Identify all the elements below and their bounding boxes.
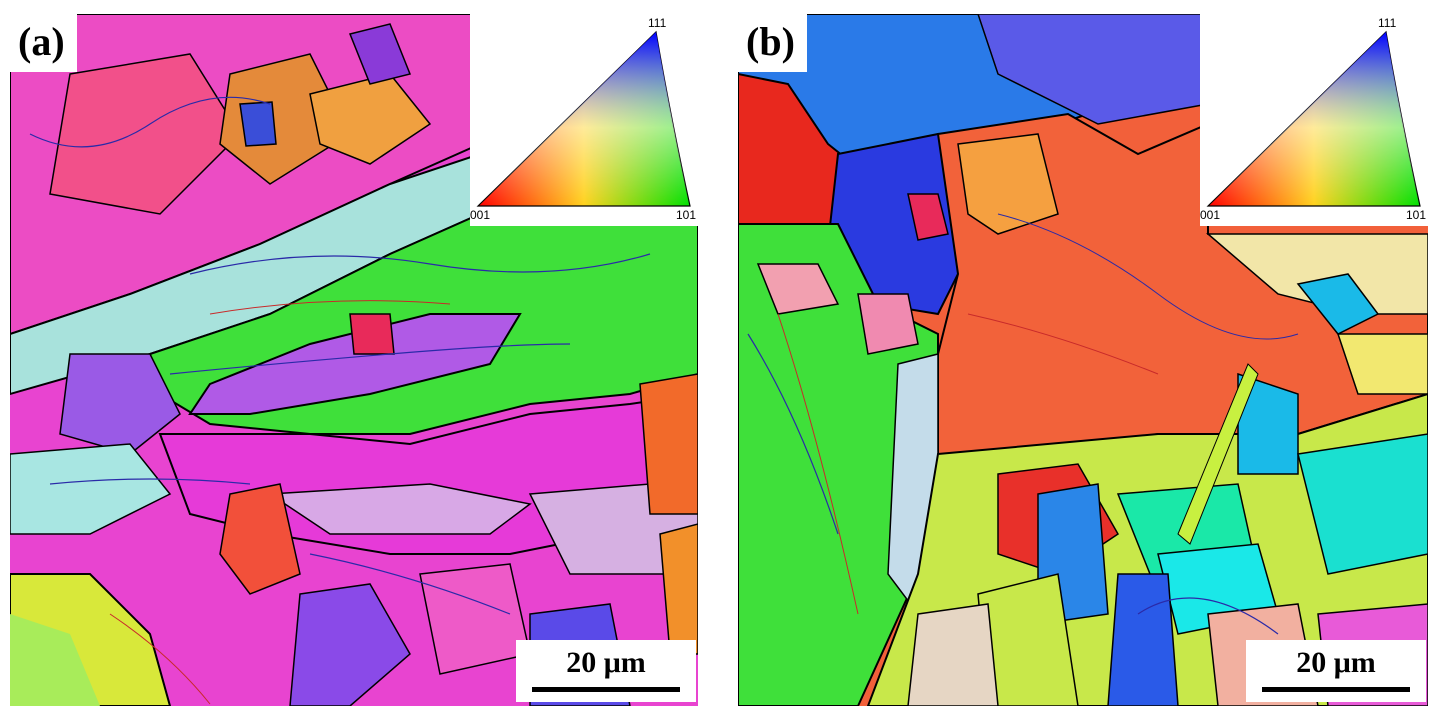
ipf-triangle-b <box>1206 30 1421 207</box>
ipf-corner-001-a: 001 <box>470 208 491 222</box>
ebsd-map-b: (b) 111 001 101 20 μm <box>738 14 1428 706</box>
scale-bar-line-a <box>532 687 680 692</box>
ipf-corner-101-b: 101 <box>1406 208 1427 222</box>
ipf-triangle-a <box>476 30 691 207</box>
panel-label-a: (a) <box>10 14 77 72</box>
ipf-color-key-a: 111 001 101 <box>470 14 698 226</box>
scale-bar-line-b <box>1262 687 1410 692</box>
scale-bar-label-a: 20 μm <box>566 646 646 679</box>
orientation-map-b <box>738 14 1428 706</box>
scale-bar-a: 20 μm <box>516 640 696 702</box>
scale-bar-b: 20 μm <box>1246 640 1426 702</box>
ipf-corner-111-b: 111 <box>1378 16 1397 30</box>
ebsd-map-a: (a) 111 001 101 20 μm <box>10 14 698 706</box>
ipf-color-key-b: 111 001 101 <box>1200 14 1428 226</box>
ipf-corner-001-b: 001 <box>1200 208 1221 222</box>
ipf-corner-101-a: 101 <box>676 208 697 222</box>
scale-bar-label-b: 20 μm <box>1296 646 1376 679</box>
panel-label-b: (b) <box>738 14 807 72</box>
ipf-corner-111-a: 111 <box>648 16 667 30</box>
